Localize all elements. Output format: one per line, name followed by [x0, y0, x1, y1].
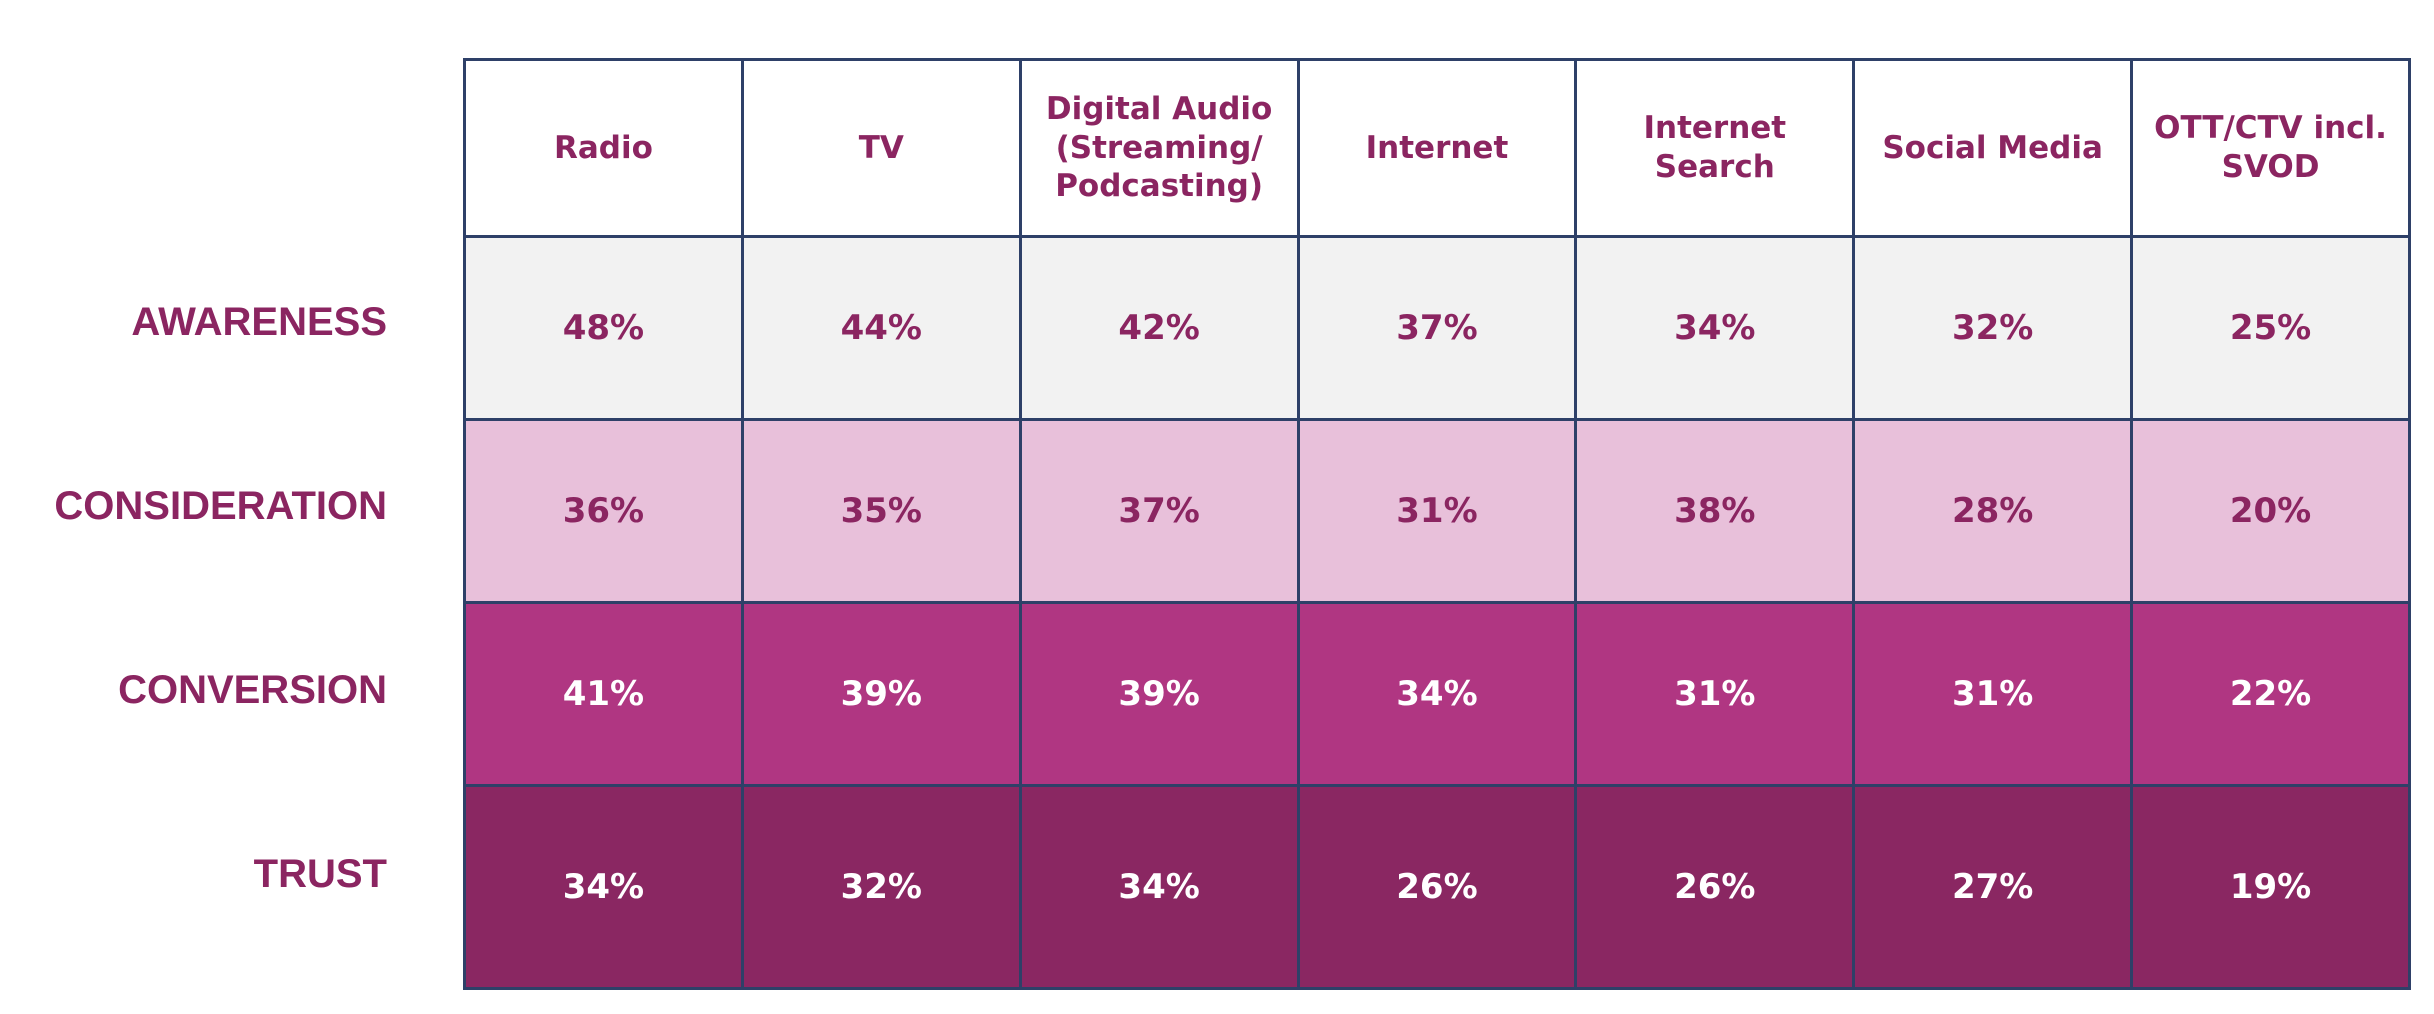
- data-cell: 26%: [1574, 784, 1856, 990]
- data-cell: 41%: [463, 601, 744, 787]
- data-cell: 27%: [1852, 784, 2134, 990]
- media-funnel-table: Radio TV Digital Audio (Streaming/ Podca…: [463, 58, 2411, 990]
- data-cell: 34%: [1018, 784, 1300, 990]
- row-label-consideration: CONSIDERATION: [54, 484, 387, 528]
- data-cell: 31%: [1296, 418, 1578, 604]
- data-cell: 42%: [1018, 235, 1300, 421]
- data-cell: 22%: [2130, 601, 2411, 787]
- table-row-consideration: 36% 35% 37% 31% 38% 28% 20%: [463, 418, 2411, 604]
- data-cell: 39%: [740, 601, 1022, 787]
- row-labels: AWARENESS CONSIDERATION CONVERSION TRUST: [0, 0, 387, 1014]
- data-cell: 34%: [1296, 601, 1578, 787]
- data-cell: 44%: [740, 235, 1022, 421]
- table-row-conversion: 41% 39% 39% 34% 31% 31% 22%: [463, 601, 2411, 787]
- data-cell: 28%: [1852, 418, 2134, 604]
- data-cell: 26%: [1296, 784, 1578, 990]
- data-cell: 39%: [1018, 601, 1300, 787]
- column-header: Digital Audio (Streaming/ Podcasting): [1018, 58, 1300, 238]
- column-header: OTT/CTV incl. SVOD: [2130, 58, 2411, 238]
- row-label-trust: TRUST: [253, 852, 387, 896]
- data-cell: 36%: [463, 418, 744, 604]
- data-cell: 37%: [1018, 418, 1300, 604]
- data-cell: 48%: [463, 235, 744, 421]
- table-row-awareness: 48% 44% 42% 37% 34% 32% 25%: [463, 235, 2411, 421]
- header-row: Radio TV Digital Audio (Streaming/ Podca…: [463, 58, 2411, 238]
- data-cell: 31%: [1574, 601, 1856, 787]
- row-label-awareness: AWARENESS: [131, 300, 387, 344]
- column-header: Internet Search: [1574, 58, 1856, 238]
- column-header: TV: [740, 58, 1022, 238]
- data-cell: 37%: [1296, 235, 1578, 421]
- data-cell: 20%: [2130, 418, 2411, 604]
- data-cell: 38%: [1574, 418, 1856, 604]
- data-cell: 35%: [740, 418, 1022, 604]
- column-header: Social Media: [1852, 58, 2134, 238]
- table-row-trust: 34% 32% 34% 26% 26% 27% 19%: [463, 784, 2411, 990]
- column-header: Radio: [463, 58, 744, 238]
- data-cell: 25%: [2130, 235, 2411, 421]
- data-table-container: Radio TV Digital Audio (Streaming/ Podca…: [463, 58, 2411, 990]
- data-cell: 32%: [1852, 235, 2134, 421]
- data-cell: 34%: [463, 784, 744, 990]
- data-cell: 34%: [1574, 235, 1856, 421]
- data-cell: 19%: [2130, 784, 2411, 990]
- data-cell: 31%: [1852, 601, 2134, 787]
- data-cell: 32%: [740, 784, 1022, 990]
- row-label-conversion: CONVERSION: [118, 668, 387, 712]
- column-header: Internet: [1296, 58, 1578, 238]
